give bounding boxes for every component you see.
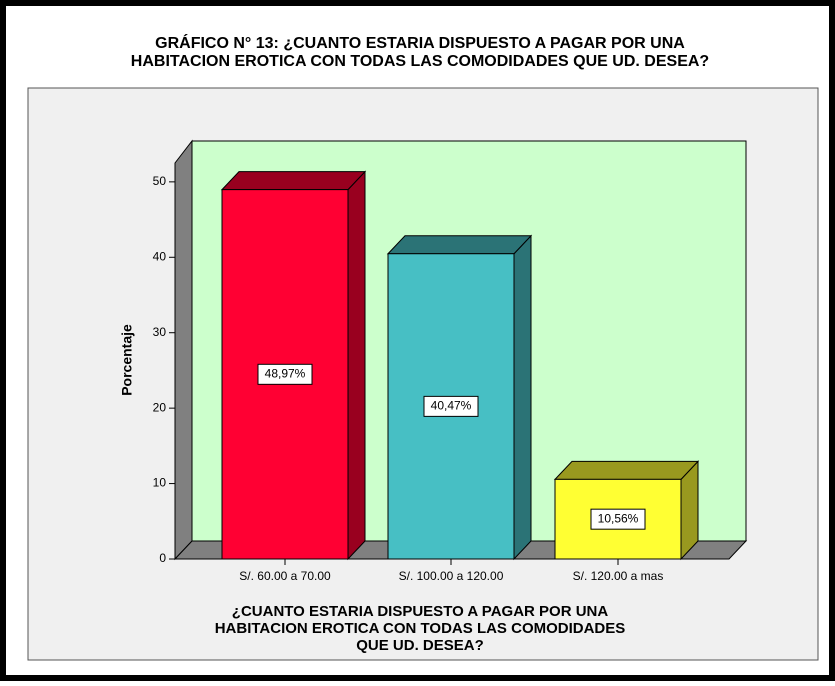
bar-top bbox=[220, 171, 367, 191]
x-axis-label: ¿CUANTO ESTARIA DISPUESTO A PAGAR POR UN… bbox=[232, 603, 609, 620]
value-label: 48,97% bbox=[265, 366, 306, 380]
bar-side bbox=[513, 234, 532, 561]
x-axis-label: QUE UD. DESEA? bbox=[356, 637, 484, 654]
value-label-box bbox=[423, 395, 479, 417]
side-wall bbox=[174, 139, 193, 561]
y-axis-label: Porcentaje bbox=[119, 324, 135, 396]
value-label-box bbox=[257, 363, 313, 385]
chart-title: HABITACION EROTICA CON TODAS LAS COMODID… bbox=[131, 53, 709, 70]
x-tick-label: S/. 120.00 a mas bbox=[573, 569, 664, 583]
chart-title: GRÁFICO N° 13: ¿CUANTO ESTARIA DISPUESTO… bbox=[155, 33, 685, 52]
x-tick-label: S/. 60.00 a 70.00 bbox=[239, 569, 331, 583]
value-label: 10,56% bbox=[598, 511, 639, 525]
x-axis-label: HABITACION EROTICA CON TODAS LAS COMODID… bbox=[215, 620, 626, 637]
y-tick-label: 10 bbox=[153, 476, 167, 490]
bar-top bbox=[386, 235, 533, 255]
bar-side bbox=[347, 170, 366, 561]
y-tick-label: 20 bbox=[153, 400, 167, 414]
y-tick-label: 50 bbox=[153, 174, 167, 188]
bar-top bbox=[553, 460, 700, 480]
y-tick-label: 0 bbox=[159, 551, 166, 565]
value-label-box bbox=[590, 508, 646, 530]
y-tick-label: 30 bbox=[153, 325, 167, 339]
value-label: 40,47% bbox=[431, 399, 472, 413]
x-tick-label: S/. 100.00 a 120.00 bbox=[399, 569, 504, 583]
y-tick-label: 40 bbox=[153, 249, 167, 263]
